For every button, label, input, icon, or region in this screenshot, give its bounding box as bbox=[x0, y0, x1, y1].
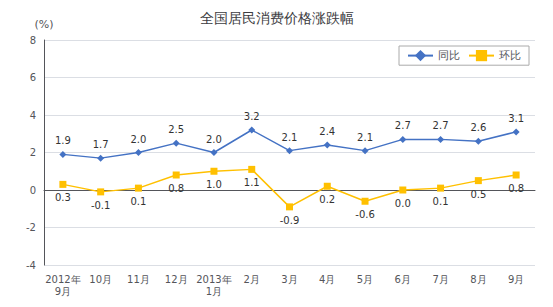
svg-text:1.7: 1.7 bbox=[93, 139, 109, 150]
svg-text:3.2: 3.2 bbox=[244, 111, 260, 122]
svg-text:9月: 9月 bbox=[55, 286, 71, 297]
svg-text:0.8: 0.8 bbox=[508, 183, 524, 194]
svg-text:1月: 1月 bbox=[206, 286, 222, 297]
svg-text:2.7: 2.7 bbox=[433, 120, 449, 131]
svg-text:0.0: 0.0 bbox=[395, 198, 411, 209]
svg-text:1.1: 1.1 bbox=[244, 177, 260, 188]
svg-text:5月: 5月 bbox=[357, 274, 373, 285]
svg-text:-4: -4 bbox=[26, 260, 36, 271]
svg-text:0.3: 0.3 bbox=[55, 192, 71, 203]
svg-text:10月: 10月 bbox=[89, 274, 112, 285]
svg-text:0.1: 0.1 bbox=[130, 196, 146, 207]
svg-text:0.5: 0.5 bbox=[470, 189, 486, 200]
svg-text:8: 8 bbox=[30, 35, 36, 46]
svg-text:-0.6: -0.6 bbox=[355, 209, 375, 220]
svg-text:(%): (%) bbox=[34, 18, 53, 31]
svg-text:2.1: 2.1 bbox=[282, 132, 298, 143]
svg-text:2: 2 bbox=[30, 147, 36, 158]
svg-text:7月: 7月 bbox=[432, 274, 448, 285]
svg-text:2.4: 2.4 bbox=[319, 126, 335, 137]
svg-text:环比: 环比 bbox=[499, 49, 521, 62]
svg-text:1.9: 1.9 bbox=[55, 135, 71, 146]
svg-text:2.7: 2.7 bbox=[395, 120, 411, 131]
svg-text:0.8: 0.8 bbox=[168, 183, 184, 194]
svg-text:6月: 6月 bbox=[395, 274, 411, 285]
svg-text:全国居民消费价格涨跌幅: 全国居民消费价格涨跌幅 bbox=[200, 10, 354, 26]
svg-text:2.0: 2.0 bbox=[130, 134, 146, 145]
svg-text:6: 6 bbox=[30, 72, 36, 83]
svg-text:2.1: 2.1 bbox=[357, 132, 373, 143]
svg-text:2.6: 2.6 bbox=[470, 122, 486, 133]
svg-text:同比: 同比 bbox=[438, 49, 460, 62]
svg-text:2012年: 2012年 bbox=[45, 274, 80, 285]
svg-text:3月: 3月 bbox=[281, 274, 297, 285]
svg-text:11月: 11月 bbox=[127, 274, 150, 285]
svg-text:2.5: 2.5 bbox=[168, 124, 184, 135]
svg-text:4月: 4月 bbox=[319, 274, 335, 285]
svg-text:2月: 2月 bbox=[244, 274, 260, 285]
svg-text:-0.9: -0.9 bbox=[280, 215, 300, 226]
svg-text:0.2: 0.2 bbox=[319, 194, 335, 205]
svg-text:0.1: 0.1 bbox=[433, 196, 449, 207]
svg-text:2013年: 2013年 bbox=[196, 274, 231, 285]
svg-text:-0.1: -0.1 bbox=[91, 200, 111, 211]
svg-text:3.1: 3.1 bbox=[508, 113, 524, 124]
svg-text:-2: -2 bbox=[26, 222, 36, 233]
svg-text:1.0: 1.0 bbox=[206, 179, 222, 190]
svg-text:0: 0 bbox=[30, 185, 36, 196]
svg-text:9月: 9月 bbox=[508, 274, 524, 285]
svg-text:2.0: 2.0 bbox=[206, 134, 222, 145]
svg-text:8月: 8月 bbox=[470, 274, 486, 285]
svg-text:4: 4 bbox=[30, 110, 36, 121]
svg-text:12月: 12月 bbox=[165, 274, 188, 285]
